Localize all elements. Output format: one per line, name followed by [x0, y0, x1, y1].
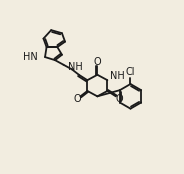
Text: NH: NH: [68, 62, 83, 72]
Text: Cl: Cl: [126, 67, 135, 77]
Text: O: O: [94, 57, 101, 68]
Text: O: O: [74, 94, 81, 104]
Text: HN: HN: [23, 52, 37, 62]
Text: O: O: [115, 94, 123, 104]
Text: NH: NH: [110, 71, 125, 81]
